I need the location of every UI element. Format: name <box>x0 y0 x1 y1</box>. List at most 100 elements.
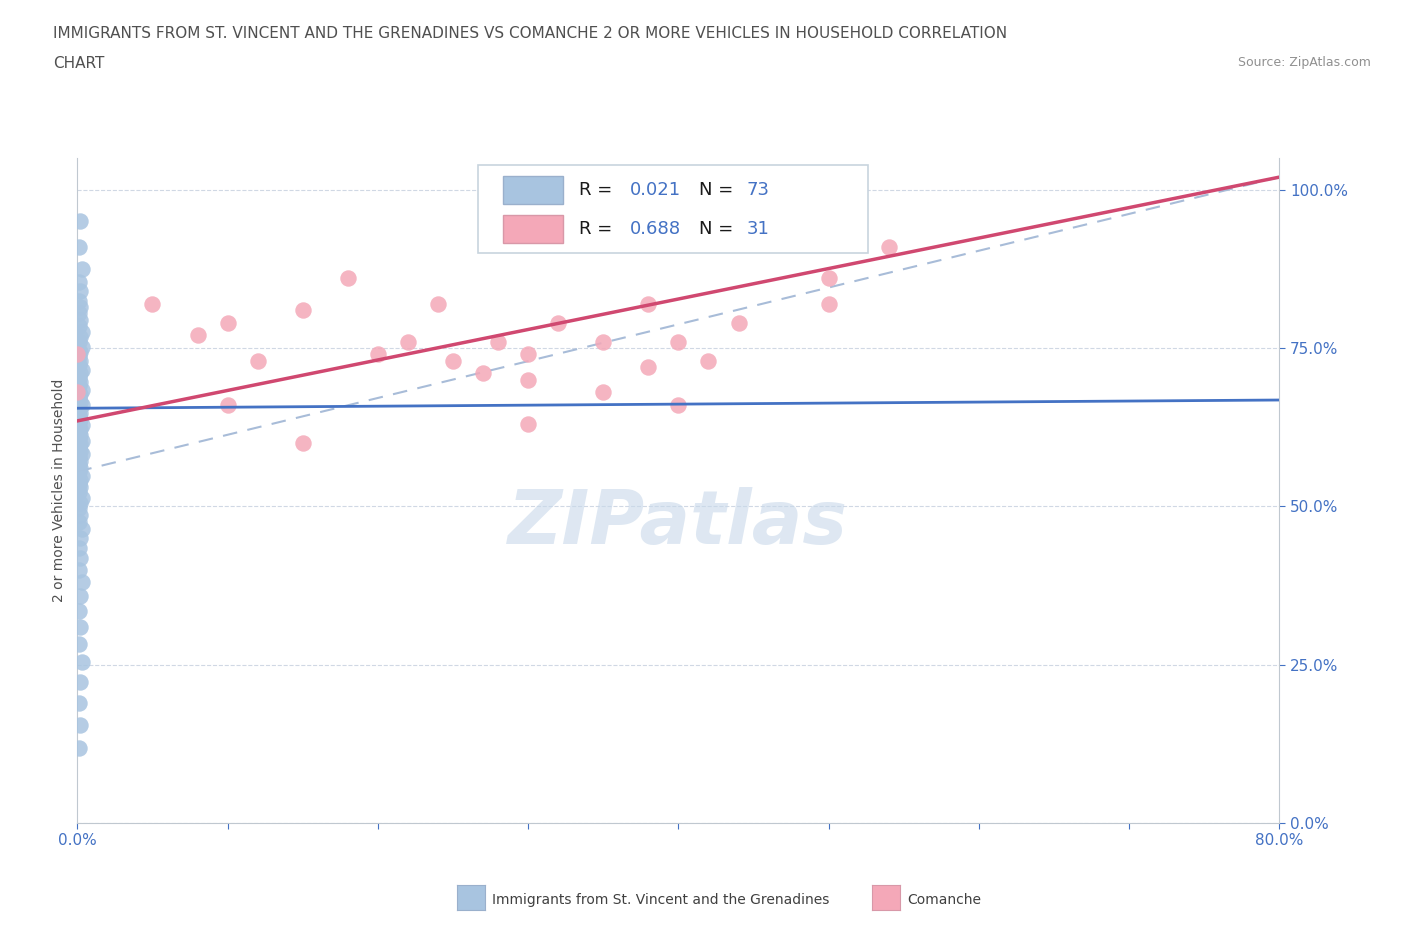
Text: N =: N = <box>699 180 738 199</box>
Point <box>67 431 90 445</box>
Point <box>69 412 91 427</box>
Point <box>67 465 90 480</box>
Point <box>70 433 93 448</box>
Text: R =: R = <box>579 180 617 199</box>
Text: N =: N = <box>699 219 738 238</box>
Point <box>70 446 93 461</box>
Point <box>67 370 90 385</box>
Point <box>69 531 91 546</box>
Point <box>69 717 91 732</box>
Point <box>67 563 90 578</box>
Point <box>69 344 91 359</box>
Point <box>67 274 90 289</box>
FancyBboxPatch shape <box>478 166 869 253</box>
Point <box>67 379 90 393</box>
Text: 0.688: 0.688 <box>630 219 682 238</box>
Point <box>336 271 359 286</box>
Point <box>70 418 93 432</box>
Point <box>67 349 90 364</box>
Point <box>70 261 93 276</box>
Point <box>69 619 91 634</box>
Point <box>67 415 90 430</box>
Point <box>69 405 91 420</box>
Point <box>70 339 93 354</box>
Point <box>517 417 540 432</box>
Point <box>69 353 91 368</box>
Point <box>67 334 90 349</box>
Point <box>67 449 90 464</box>
Point <box>69 674 91 689</box>
Point <box>217 398 239 413</box>
Point <box>472 366 495 381</box>
Point <box>67 424 90 439</box>
Point <box>70 469 93 484</box>
Point <box>291 435 314 450</box>
Point <box>69 214 91 229</box>
Text: ZIPatlas: ZIPatlas <box>509 487 848 560</box>
Point <box>66 347 89 362</box>
Text: IMMIGRANTS FROM ST. VINCENT AND THE GRENADINES VS COMANCHE 2 OR MORE VEHICLES IN: IMMIGRANTS FROM ST. VINCENT AND THE GREN… <box>53 26 1008 41</box>
Point <box>67 604 90 618</box>
Point <box>697 353 720 368</box>
Point <box>70 325 93 339</box>
Point <box>517 372 540 387</box>
Point <box>427 297 450 312</box>
Point <box>69 444 91 458</box>
Point <box>67 514 90 529</box>
Point <box>69 386 91 401</box>
Point <box>69 299 91 314</box>
Point <box>817 271 839 286</box>
Point <box>67 485 90 500</box>
Point <box>67 636 90 651</box>
Point <box>69 472 91 487</box>
Point <box>67 293 90 308</box>
Point <box>67 402 90 417</box>
Point <box>67 358 90 373</box>
Point <box>69 312 91 327</box>
Point <box>291 302 314 317</box>
Point <box>67 306 90 321</box>
Point <box>70 490 93 505</box>
Point <box>727 315 749 330</box>
Point <box>441 353 464 368</box>
Point <box>69 284 91 299</box>
Text: 0.021: 0.021 <box>630 180 682 199</box>
Point <box>186 328 209 343</box>
Point <box>637 360 659 375</box>
Point <box>67 239 90 254</box>
Point <box>69 551 91 565</box>
Text: 73: 73 <box>747 180 770 199</box>
Point <box>67 540 90 555</box>
Point <box>70 398 93 413</box>
Point <box>69 366 91 381</box>
Point <box>69 461 91 476</box>
Point <box>69 437 91 452</box>
Point <box>668 398 690 413</box>
Point <box>67 318 90 333</box>
Point <box>70 575 93 590</box>
Point <box>69 394 91 409</box>
Point <box>69 428 91 443</box>
Point <box>70 362 93 377</box>
Point <box>592 334 614 349</box>
Text: Source: ZipAtlas.com: Source: ZipAtlas.com <box>1237 56 1371 69</box>
Point <box>396 334 419 349</box>
Point <box>70 655 93 670</box>
Y-axis label: 2 or more Vehicles in Household: 2 or more Vehicles in Household <box>52 379 66 603</box>
Point <box>517 347 540 362</box>
Point <box>547 315 569 330</box>
Point <box>486 334 509 349</box>
Point <box>69 329 91 344</box>
Point <box>141 297 163 312</box>
Point <box>67 391 90 405</box>
Point <box>367 347 389 362</box>
Point <box>877 239 900 254</box>
FancyBboxPatch shape <box>503 215 562 243</box>
Point <box>246 353 269 368</box>
Point <box>69 480 91 495</box>
Point <box>637 297 659 312</box>
Point <box>67 741 90 756</box>
Point <box>67 458 90 472</box>
Point <box>70 522 93 537</box>
Text: 31: 31 <box>747 219 770 238</box>
